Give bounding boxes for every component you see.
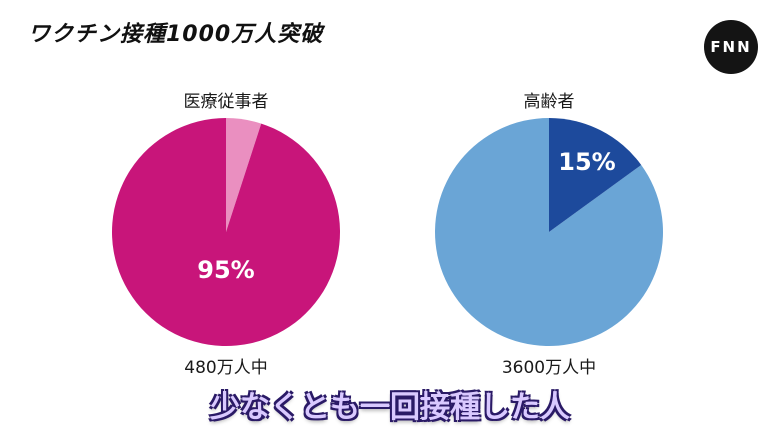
healthcare-chart-footer: 480万人中 [184, 358, 267, 378]
elderly-chart-title: 高齢者 [524, 92, 575, 112]
logo-text: FNN [710, 38, 752, 56]
healthcare-rest-slice [226, 117, 262, 232]
healthcare-percent-label: 95% [197, 256, 254, 284]
elderly-main-slice [549, 118, 642, 232]
elderly-chart-footer: 3600万人中 [502, 358, 596, 378]
headline: ワクチン接種1000万人突破 [28, 22, 324, 47]
subtitle-caption: 少なくとも一回接種した人 [210, 390, 570, 425]
healthcare-chart-title: 医療従事者 [184, 92, 269, 112]
elderly-rest-slice [435, 118, 664, 346]
fnn-logo: FNN [704, 20, 758, 74]
elderly-percent-label: 15% [558, 148, 615, 176]
healthcare-main-slice [112, 118, 341, 347]
